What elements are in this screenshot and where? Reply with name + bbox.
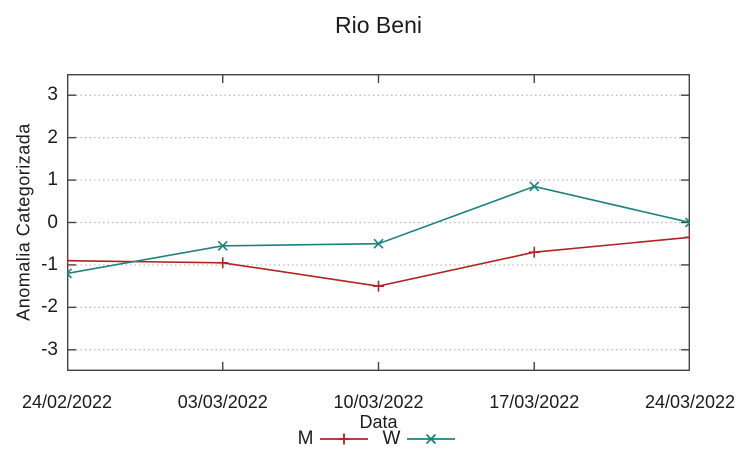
x-tick-label: 17/03/2022	[489, 392, 580, 412]
y-tick-label: 1	[47, 169, 58, 191]
x-axis-label: Data	[359, 412, 398, 432]
y-tick-label: 0	[47, 211, 58, 233]
x-tick-label: 24/02/2022	[21, 392, 113, 412]
legend-item-m: M	[298, 428, 369, 450]
chart-title: Rio Beni	[335, 12, 422, 38]
legend: M W	[0, 428, 753, 450]
y-tick-label: -2	[41, 296, 58, 318]
plot-area	[67, 74, 690, 371]
y-tick-label: 2	[47, 126, 58, 148]
legend-label-m: M	[297, 428, 314, 449]
x-tick-label: 03/03/2022	[177, 392, 268, 412]
x-tick-label: 10/03/2022	[333, 392, 424, 412]
y-tick-label: -3	[41, 338, 58, 360]
y-tick-label: 3	[47, 84, 58, 106]
legend-label-w: W	[382, 428, 401, 449]
legend-sample-m-icon	[320, 433, 369, 445]
legend-sample-w-icon	[407, 433, 456, 445]
legend-item-w: W	[382, 428, 456, 450]
x-tick-label: 24/03/2022	[644, 392, 736, 412]
plot-canvas	[67, 74, 690, 371]
y-tick-label: -1	[41, 253, 58, 275]
